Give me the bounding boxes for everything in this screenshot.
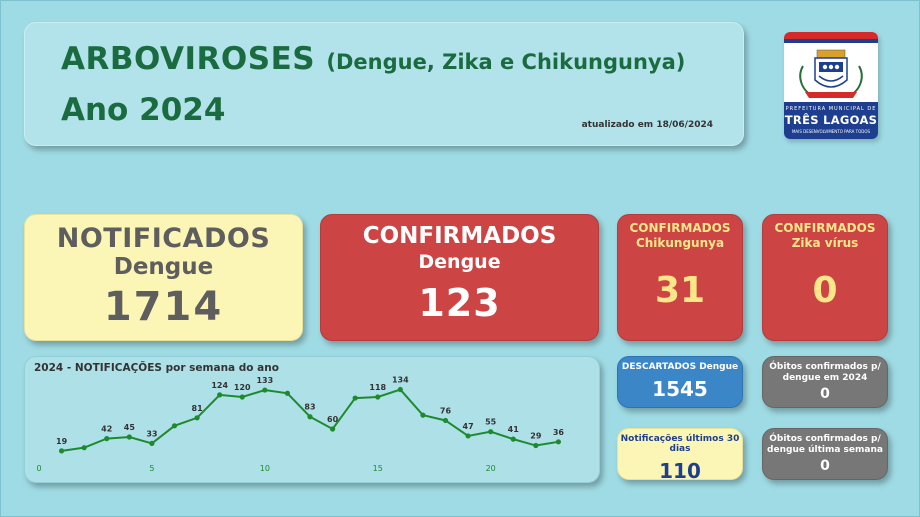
data-point[interactable] — [217, 392, 223, 398]
header-panel: ARBOVIROSES (Dengue, Zika e Chikungunya)… — [24, 22, 744, 146]
x-tick-label: 20 — [486, 464, 496, 473]
data-label: 42 — [101, 425, 112, 434]
data-point[interactable] — [555, 439, 562, 445]
kpi-notificados-value: 1714 — [103, 284, 224, 330]
logo-prefeitura: PREFEITURA MUNICIPAL DE — [785, 106, 877, 112]
city-logo: PREFEITURA MUNICIPAL DE TRÊS LAGOAS MAIS… — [784, 32, 878, 139]
data-label: 41 — [508, 425, 520, 434]
kpi-obitos-semana-label-line2: dengue última semana — [767, 445, 883, 455]
data-label: 118 — [369, 383, 386, 392]
logo-city: TRÊS LAGOAS — [784, 113, 878, 127]
data-label: 81 — [192, 404, 204, 413]
logo-red-stripe — [784, 32, 878, 39]
data-label: 76 — [440, 406, 452, 415]
kpi-confirmados-dengue-label: CONFIRMADOS — [362, 223, 557, 249]
kpi-descartados-label: DESCARTADOS Dengue — [621, 362, 739, 372]
data-point[interactable] — [329, 426, 336, 432]
data-point[interactable] — [104, 436, 110, 442]
data-point[interactable] — [81, 445, 87, 451]
data-point[interactable] — [533, 442, 539, 449]
kpi-confirmados-dengue-value: 123 — [418, 281, 501, 325]
kpi-chik-sublabel: Chikungunya — [635, 236, 725, 250]
year-title: Ano 2024 — [61, 92, 226, 128]
data-point[interactable] — [352, 395, 358, 401]
kpi-descartados-value: 1545 — [652, 377, 708, 401]
data-point[interactable] — [397, 386, 403, 393]
data-point[interactable] — [126, 434, 132, 440]
coat-of-arms-icon — [799, 49, 863, 98]
kpi-notificados-sublabel: Dengue — [113, 254, 214, 280]
kpi-chik-value: 31 — [654, 270, 706, 311]
data-label: 133 — [256, 376, 273, 385]
data-point[interactable] — [171, 423, 178, 429]
x-tick-label: 10 — [260, 464, 270, 473]
data-label: 55 — [485, 418, 497, 427]
data-label: 134 — [392, 376, 409, 385]
x-tick-label: 15 — [373, 464, 383, 473]
kpi-confirmados-zika: CONFIRMADOS Zika vírus 0 — [762, 214, 888, 341]
kpi-obitos-semana: Óbitos confirmados p/ dengue última sema… — [762, 428, 888, 480]
data-point[interactable] — [262, 387, 268, 393]
kpi-chik-label: CONFIRMADOS — [629, 221, 731, 235]
logo-blue-stripe — [784, 39, 878, 43]
data-point[interactable] — [149, 440, 155, 446]
kpi-obitos-ano-label-line2: dengue em 2024 — [782, 373, 868, 383]
data-point[interactable] — [465, 433, 471, 439]
data-label: 45 — [124, 423, 136, 432]
title-subtitle: (Dengue, Zika e Chikungunya) — [326, 50, 686, 74]
data-label: 124 — [211, 381, 228, 390]
chart-title: 2024 - NOTIFICAÇÕES por semana do ano — [34, 362, 279, 374]
data-label: 120 — [234, 383, 251, 392]
kpi-confirmados-dengue: CONFIRMADOS Dengue 123 — [320, 214, 599, 341]
kpi-notif30-value: 110 — [659, 459, 701, 483]
kpi-obitos-semana-value: 0 — [820, 458, 830, 474]
data-point[interactable] — [307, 414, 313, 420]
data-point[interactable] — [375, 394, 381, 400]
kpi-obitos-ano-label-line1: Óbitos confirmados p/ — [769, 362, 881, 372]
kpi-zika-label: CONFIRMADOS — [774, 221, 876, 235]
data-label: 33 — [146, 429, 157, 438]
data-label: 47 — [463, 422, 474, 431]
data-label: 60 — [327, 415, 339, 424]
kpi-obitos-semana-label: Óbitos confirmados p/ dengue última sema… — [763, 434, 887, 456]
data-point[interactable] — [510, 436, 516, 442]
logo-slogan: MAIS DESENVOLVIMENTO PARA TODOS — [791, 129, 871, 134]
kpi-obitos-ano-label: Óbitos confirmados p/ dengue em 2024 — [763, 362, 887, 384]
weekly-notifications-chart: 2024 - NOTIFICAÇÕES por semana do ano 19… — [24, 356, 600, 483]
data-point[interactable] — [239, 394, 245, 400]
kpi-descartados: DESCARTADOS Dengue 1545 — [617, 356, 743, 408]
data-point[interactable] — [488, 429, 494, 435]
data-point[interactable] — [194, 415, 200, 421]
title-main: ARBOVIROSES — [61, 41, 316, 77]
data-point[interactable] — [284, 390, 291, 396]
kpi-confirmados-dengue-sublabel: Dengue — [418, 251, 501, 273]
data-point[interactable] — [442, 417, 449, 424]
chart-plot: 19 42 45 33 81 124 120 133 83 60 118 134 76 47 55 41 29 3… — [36, 376, 565, 473]
data-label: 36 — [553, 428, 565, 437]
x-tick-label: 0 — [36, 464, 41, 473]
data-label: 19 — [56, 437, 68, 446]
kpi-notificacoes-30-dias: Notificações últimos 30 dias 110 — [617, 428, 743, 483]
x-tick-label: 5 — [149, 464, 154, 473]
page-title: ARBOVIROSES (Dengue, Zika e Chikungunya) — [61, 41, 685, 77]
data-label: 29 — [530, 432, 542, 441]
logo-caption: PREFEITURA MUNICIPAL DE TRÊS LAGOAS MAIS… — [784, 102, 878, 139]
kpi-notificados: NOTIFICADOS Dengue 1714 — [24, 214, 303, 341]
kpi-obitos-ano-value: 0 — [820, 386, 830, 402]
kpi-obitos-ano: Óbitos confirmados p/ dengue em 2024 0 — [762, 356, 888, 408]
kpi-zika-value: 0 — [812, 270, 838, 311]
kpi-confirmados-chikungunya: CONFIRMADOS Chikungunya 31 — [617, 214, 743, 341]
kpi-obitos-semana-label-line1: Óbitos confirmados p/ — [769, 434, 881, 444]
kpi-notif30-label: Notificações últimos 30 dias — [620, 434, 740, 454]
data-point[interactable] — [420, 412, 426, 418]
data-label: 83 — [304, 403, 315, 412]
data-point[interactable] — [58, 448, 65, 454]
updated-date: atualizado em 18/06/2024 — [581, 120, 713, 130]
series-line — [61, 388, 559, 452]
kpi-notificados-label: NOTIFICADOS — [56, 223, 271, 254]
kpi-zika-sublabel: Zika vírus — [791, 236, 859, 250]
